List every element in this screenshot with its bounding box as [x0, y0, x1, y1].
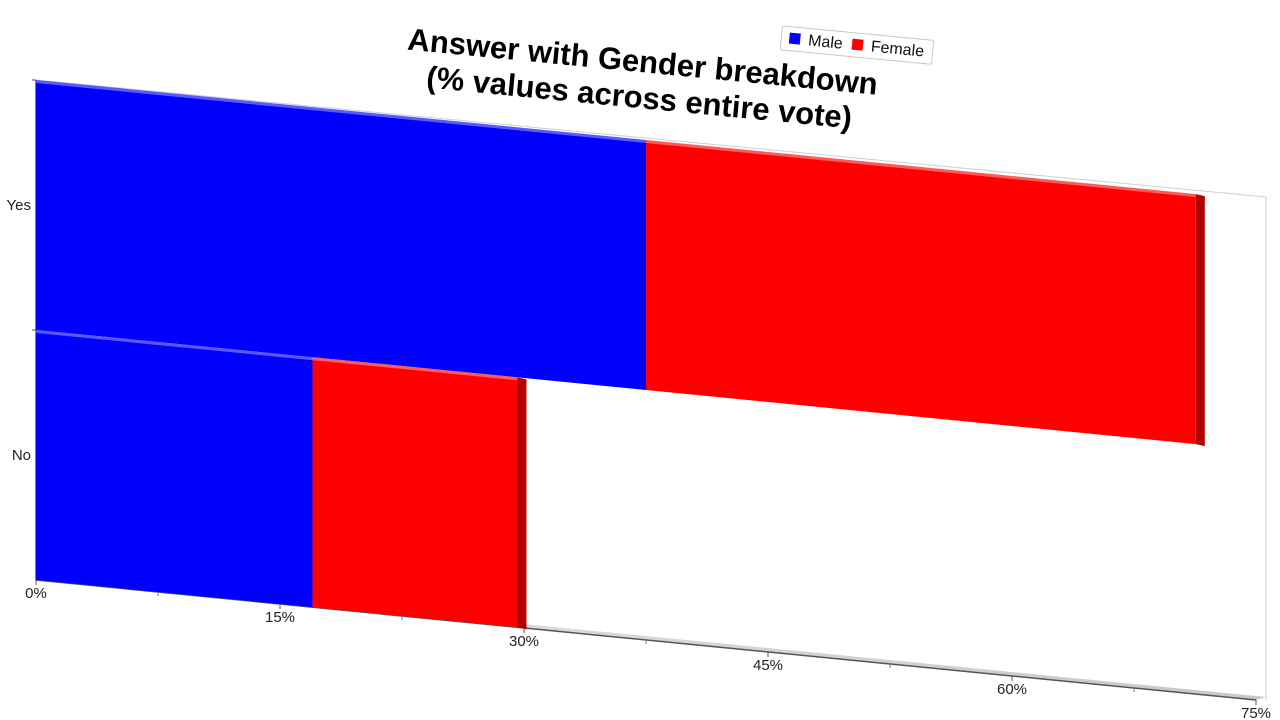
legend: Male Female [779, 25, 935, 65]
y-tick-label-no: No [12, 447, 31, 464]
x-axis-ticks: 0% 15% 30% 45% 60% 75% [25, 580, 1271, 720]
x-tick-label: 30% [509, 633, 539, 650]
x-tick-label: 45% [753, 657, 783, 674]
x-tick-label: 75% [1241, 705, 1271, 720]
bar-female-no [312, 357, 518, 628]
bar-side-female-no [517, 377, 527, 630]
y-tick-label-yes: Yes [7, 197, 31, 214]
x-tick-label: 0% [25, 585, 47, 602]
legend-label-male: Male [807, 32, 843, 52]
back-top-edge [35, 79, 1267, 198]
x-tick-label: 60% [997, 681, 1027, 698]
bar-female-yes [646, 140, 1196, 445]
legend-swatch-female [851, 38, 864, 51]
bar-top-female-yes [646, 140, 1196, 198]
legend-label-female: Female [870, 38, 925, 60]
x-tick-label: 15% [265, 609, 295, 626]
bar-male-yes [36, 80, 646, 390]
bar-top-female-no [312, 357, 518, 381]
bar-top-male-yes [36, 80, 646, 143]
bar-top-male-no [36, 330, 313, 361]
bar-side-female-yes [1195, 194, 1205, 447]
bars [36, 80, 1205, 630]
bar-male-no [36, 330, 313, 608]
y-axis-ticks: Yes No [7, 79, 36, 464]
legend-swatch-male [788, 32, 801, 45]
